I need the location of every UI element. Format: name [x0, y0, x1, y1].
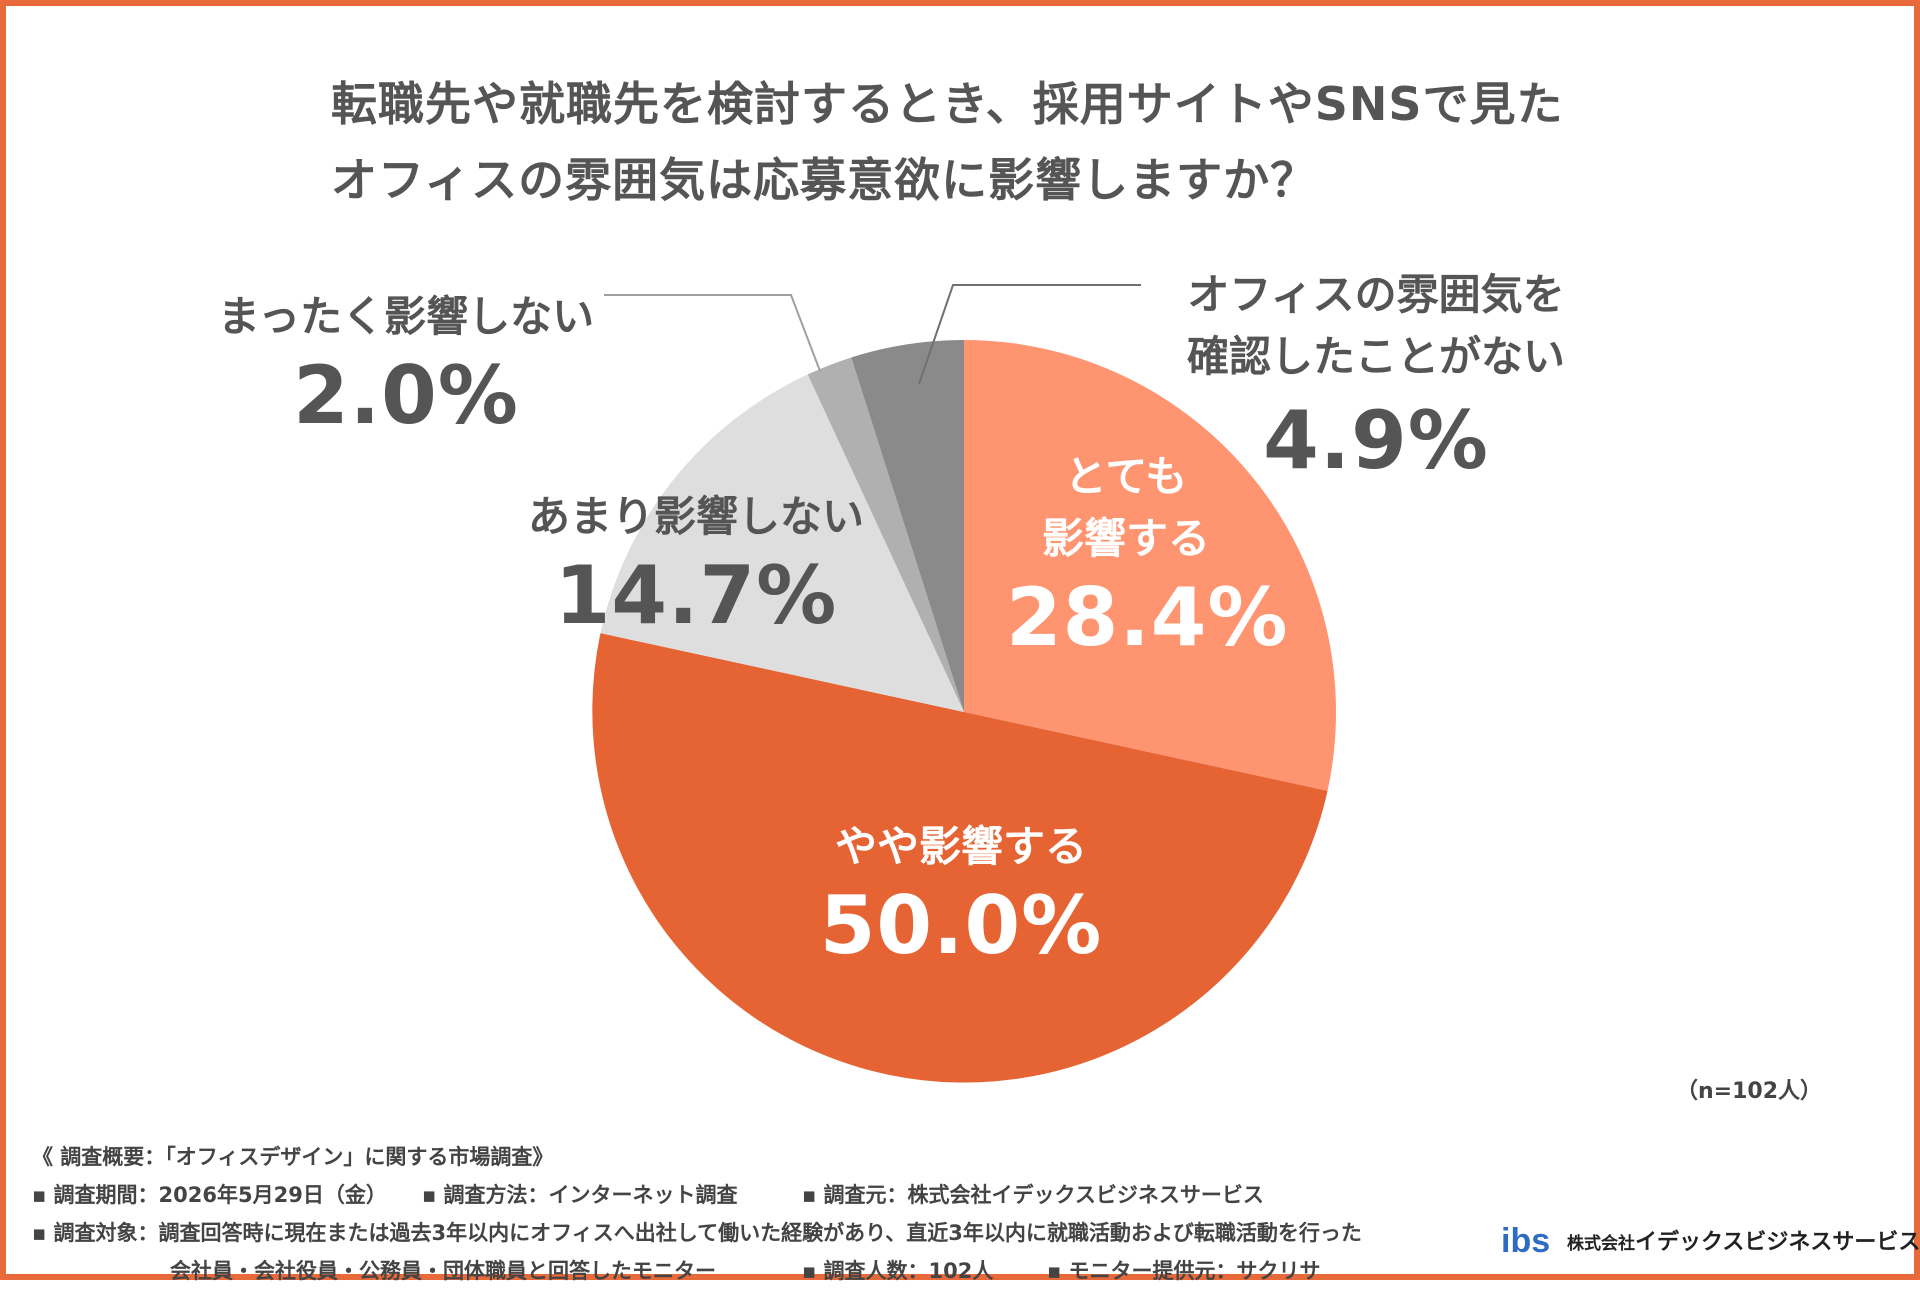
slice-label-amari: あまり影響しない 14.7%	[486, 486, 906, 644]
title-line-2: オフィスの雰囲気は応募意欲に影響しますか？	[331, 153, 1318, 207]
pie-slice-totemo	[964, 340, 1336, 791]
note-target-1: ▪ 調査対象：調査回答時に現在または過去3年以内にオフィスへ出社して働いた経験が…	[32, 1221, 1362, 1245]
leader-lines	[604, 284, 1141, 385]
note-provider: ▪ モニター提供元：サクリサ	[1047, 1259, 1321, 1283]
note-overview: 《 調査概要：「オフィスデザイン」に関する市場調査》	[32, 1145, 554, 1169]
chart-title: 転職先や就職先を検討するとき、採用サイトやSNSで見た オフィスの雰囲気は応募意…	[331, 66, 1731, 218]
company-name-main: イデックスビジネスサービス	[1635, 1230, 1920, 1255]
company-logo: ibs 株式会社イデックスビジネスサービス	[1501, 1220, 1920, 1260]
slice-value-none: 4.9%	[1263, 394, 1489, 487]
slice-label-mattaku: まったく影響しない 2.0%	[186, 286, 626, 444]
slice-name-amari: あまり影響しない	[527, 492, 864, 541]
leader-line-none	[918, 284, 1141, 385]
note-method: ▪ 調査方法：インターネット調査	[422, 1183, 738, 1207]
svg-text:ibs: ibs	[1501, 1222, 1550, 1260]
note-source: ▪ 調査元：株式会社イデックスビジネスサービス	[802, 1183, 1264, 1207]
slice-value-mattaku: 2.0%	[293, 349, 519, 442]
pie-slice-amari	[600, 374, 964, 712]
slice-value-totemo: 28.4%	[1006, 571, 1289, 664]
company-prefix: 株式会社	[1567, 1234, 1635, 1254]
slice-name-none-line1: オフィスの雰囲気を	[1187, 270, 1565, 319]
note-period: ▪ 調査期間：2026年5月29日（金）	[32, 1183, 387, 1207]
slice-name-totemo-line1: とても	[1064, 452, 1188, 501]
slice-name-none-line2: 確認したことがない	[1186, 332, 1565, 381]
slice-label-yaya: やや影響する 50.0%	[776, 816, 1146, 974]
company-name: 株式会社イデックスビジネスサービス	[1567, 1224, 1920, 1256]
pie-slice-mattaku	[807, 357, 964, 712]
slice-value-amari: 14.7%	[554, 549, 838, 642]
sample-size: （n=102人）	[1676, 1079, 1823, 1104]
pie-chart	[592, 284, 1336, 1083]
pie-slice-none	[851, 340, 964, 712]
slice-name-yaya: やや影響する	[834, 822, 1087, 871]
slice-name-totemo-line2: 影響する	[1041, 514, 1210, 563]
slice-label-totemo: とても 影響する 28.4%	[1006, 446, 1289, 666]
leader-line-mattaku	[604, 294, 821, 372]
pie-slice-yaya	[592, 633, 1328, 1083]
note-target-2: 会社員・会社役員・公務員・団体職員と回答したモニター	[170, 1259, 716, 1283]
title-line-1: 転職先や就職先を検討するとき、採用サイトやSNSで見た	[331, 77, 1564, 131]
slice-name-mattaku: まったく影響しない	[217, 292, 595, 341]
note-count: ▪ 調査人数：102人	[802, 1259, 994, 1283]
slice-label-none: オフィスの雰囲気を 確認したことがない 4.9%	[1146, 264, 1606, 494]
slice-value-yaya: 50.0%	[819, 879, 1103, 972]
ibs-logo-icon: ibs	[1501, 1222, 1550, 1260]
pie-slices	[592, 340, 1336, 1083]
